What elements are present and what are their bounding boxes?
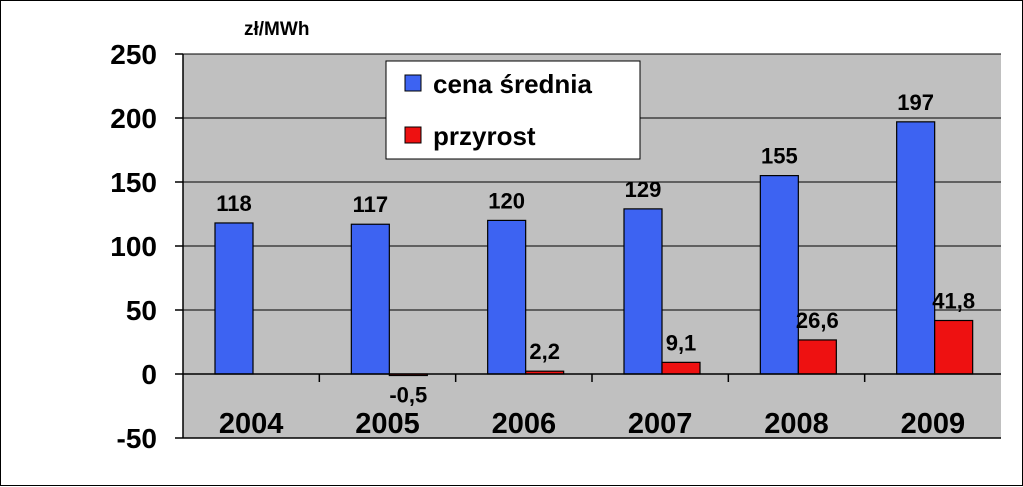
bar-cena-srednia — [623, 208, 663, 375]
x-category-label: 2008 — [764, 408, 829, 440]
data-label-cena-srednia: 129 — [625, 177, 662, 202]
legend-box — [385, 60, 641, 160]
bar-cena-srednia — [759, 175, 799, 375]
y-tick-label: 250 — [110, 39, 157, 70]
data-label-przyrost: 26,6 — [796, 308, 839, 333]
bar-cena-srednia — [896, 121, 936, 375]
legend-swatch-cena-srednia — [404, 74, 422, 92]
legend-swatch-przyrost — [404, 126, 422, 144]
data-label-przyrost: -0,5 — [389, 383, 427, 408]
bar-przyrost — [661, 361, 701, 375]
y-tick-label: 100 — [110, 231, 157, 262]
y-tick-label: 150 — [110, 167, 157, 198]
x-category-label: 2006 — [492, 408, 557, 440]
data-label-cena-srednia: 117 — [353, 192, 389, 217]
y-unit-label: zł/MWh — [244, 19, 309, 40]
data-label-cena-srednia: 155 — [761, 144, 798, 169]
y-tick-label: 0 — [141, 359, 157, 390]
bar-cena-srednia — [487, 219, 527, 375]
data-label-przyrost: 41,8 — [932, 288, 975, 313]
legend-label-cena-srednia: cena średnia — [433, 69, 593, 99]
x-category-label: 2005 — [355, 408, 420, 440]
data-label-przyrost: 2,2 — [529, 339, 560, 364]
x-category-label: 2004 — [219, 408, 284, 440]
data-label-cena-srednia: 120 — [488, 188, 525, 213]
x-category-label: 2009 — [901, 408, 966, 440]
x-category-label: 2007 — [628, 408, 693, 440]
data-label-przyrost: 9,1 — [666, 330, 697, 355]
bar-przyrost — [797, 339, 837, 375]
legend-label-przyrost: przyrost — [433, 121, 536, 151]
y-tick-label: 50 — [126, 295, 157, 326]
data-label-cena-srednia: 197 — [897, 90, 934, 115]
y-tick-label: 200 — [110, 103, 157, 134]
legend: cena średnia przyrost — [385, 60, 641, 160]
bar-cena-srednia — [350, 223, 390, 375]
data-label-cena-srednia: 118 — [216, 191, 252, 216]
y-tick-label: -50 — [117, 423, 157, 454]
bar-cena-srednia — [214, 222, 254, 375]
bar-przyrost — [934, 319, 974, 375]
